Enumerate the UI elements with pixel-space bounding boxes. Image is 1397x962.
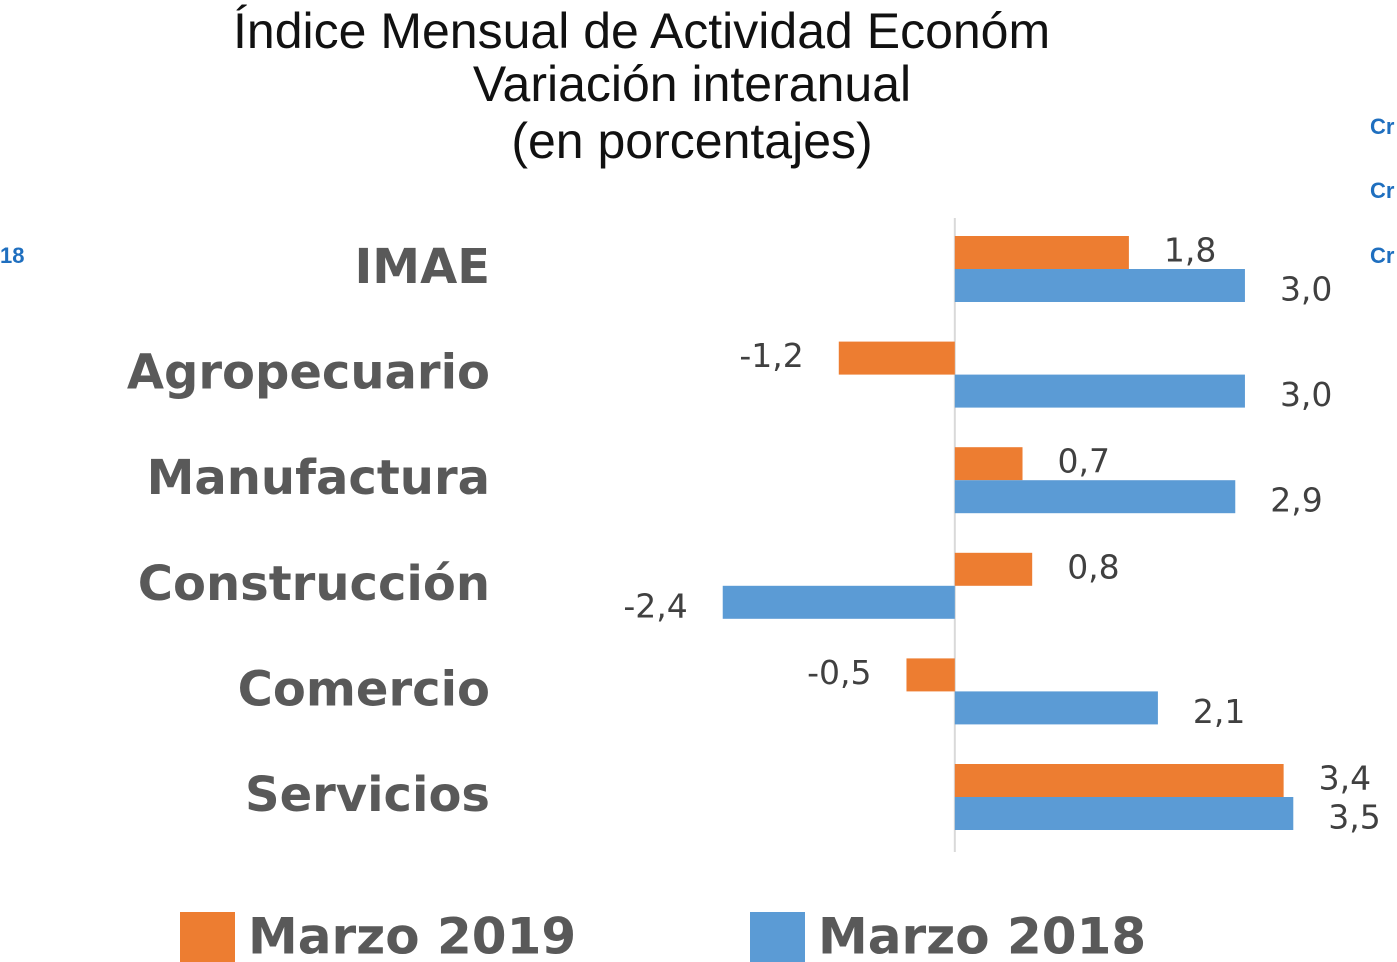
category-label: Comercio (238, 661, 490, 717)
legend-swatch (180, 912, 235, 962)
chart-title: Índice Mensual de Actividad Económ (233, 3, 1050, 59)
category-label: Manufactura (147, 450, 490, 506)
bar (906, 658, 955, 692)
data-label: 3,4 (1319, 759, 1371, 798)
bar (954, 764, 1284, 797)
data-label: 2,1 (1193, 692, 1245, 731)
text-fragment: Cr (1370, 114, 1395, 139)
data-label: 3,0 (1280, 375, 1332, 414)
bar (954, 691, 1158, 725)
legend-label: Marzo 2018 (818, 908, 1146, 962)
data-label: -2,4 (623, 586, 687, 625)
chart-subtitle: Variación interanual (473, 56, 911, 112)
text-fragment: 18 (0, 243, 24, 268)
category-label: Construcción (138, 556, 490, 612)
data-label: 3,5 (1328, 798, 1380, 837)
chart-subtitle: (en porcentajes) (511, 113, 872, 169)
bar (954, 480, 1236, 514)
text-fragment: Cr (1370, 178, 1395, 203)
bar (954, 374, 1245, 408)
data-label: 2,9 (1270, 481, 1322, 520)
data-label: 0,7 (1058, 442, 1110, 481)
bar (838, 341, 955, 375)
bar (954, 797, 1294, 830)
bar (954, 269, 1245, 302)
data-label: -1,2 (739, 336, 803, 375)
data-label: 3,0 (1280, 270, 1332, 309)
category-label: IMAE (354, 239, 490, 295)
bar (722, 585, 955, 619)
bar (954, 236, 1129, 269)
legend-swatch (750, 912, 805, 962)
text-fragment: Cr (1370, 243, 1395, 268)
data-label: 1,8 (1164, 231, 1216, 270)
legend-label: Marzo 2019 (248, 908, 576, 962)
category-label: Servicios (245, 767, 490, 823)
data-label: -0,5 (807, 653, 871, 692)
bar (954, 552, 1033, 586)
data-label: 0,8 (1067, 547, 1119, 586)
bar (954, 447, 1023, 481)
category-label: Agropecuario (127, 345, 490, 401)
